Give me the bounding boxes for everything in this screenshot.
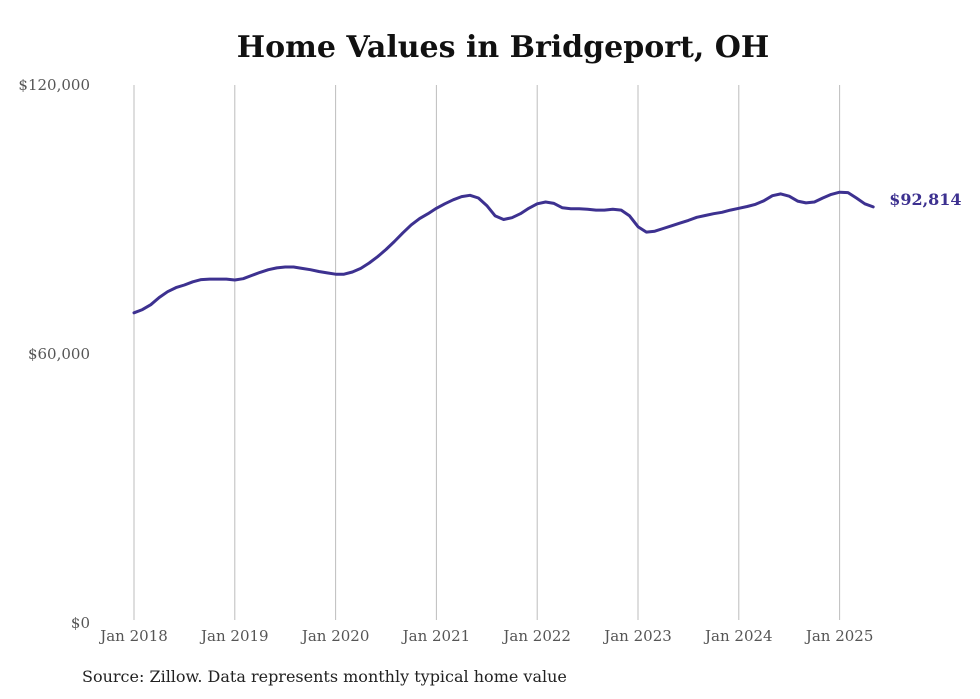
x-tick-label: Jan 2020 bbox=[300, 627, 370, 645]
chart-title: Home Values in Bridgeport, OH bbox=[236, 30, 770, 65]
x-tick-label: Jan 2018 bbox=[98, 627, 168, 645]
x-tick-label: Jan 2022 bbox=[501, 627, 571, 645]
gridlines bbox=[133, 85, 841, 620]
x-tick-label: Jan 2019 bbox=[199, 627, 269, 645]
x-tick-label: Jan 2024 bbox=[703, 627, 773, 645]
x-axis-tick-labels: Jan 2018 Jan 2019 Jan 2020 Jan 2021 Jan 2022… bbox=[98, 627, 873, 645]
line-chart: $120,000$60,000$0 Jan 2018 Jan 2019 Jan 20… bbox=[18, 76, 961, 645]
source-note: Source: Zillow. Data represents monthly … bbox=[82, 667, 567, 686]
x-tick-label: Jan 2025 bbox=[804, 627, 874, 645]
y-tick-label: $120,000 bbox=[18, 76, 90, 94]
x-tick-label: Jan 2021 bbox=[401, 627, 471, 645]
series-layer bbox=[132, 190, 875, 315]
series-line bbox=[132, 190, 875, 315]
y-axis-tick-labels: $120,000 $60,000 $0 bbox=[18, 76, 90, 632]
y-tick-label: $0 bbox=[71, 614, 90, 632]
y-tick-label: $60,000 bbox=[28, 345, 90, 363]
end-value-label: $92,814 bbox=[889, 190, 961, 209]
x-tick-label: Jan 2023 bbox=[602, 627, 672, 645]
